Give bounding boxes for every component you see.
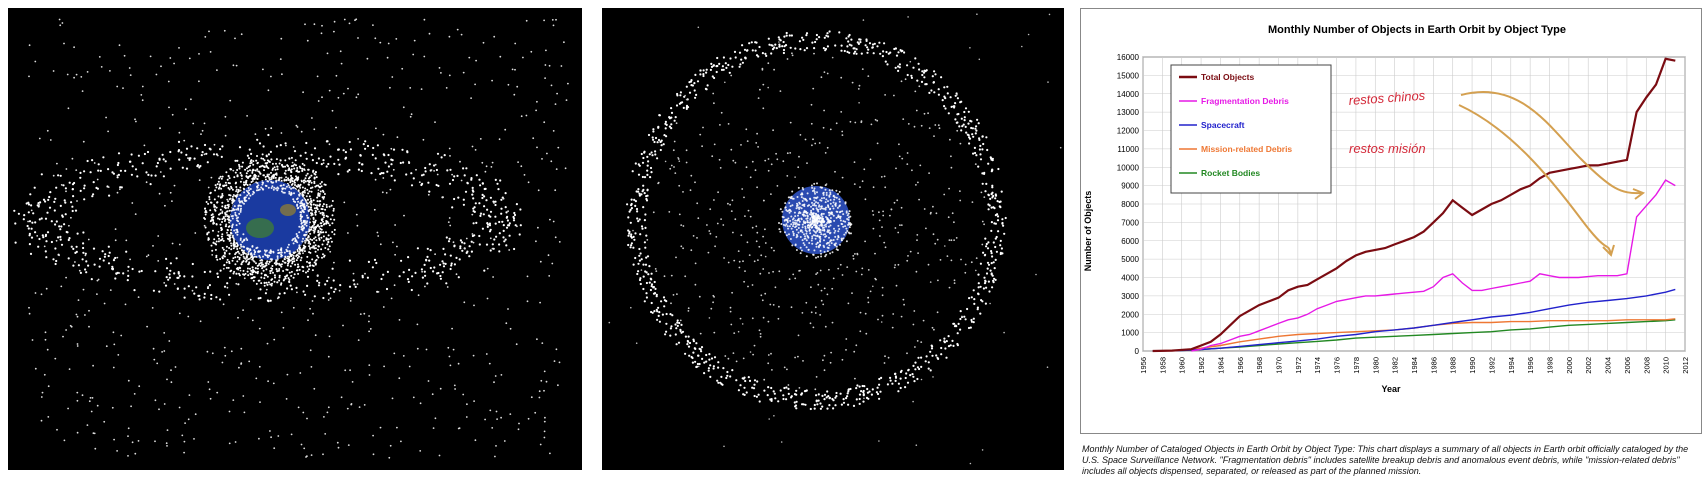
chart-legend: Total Objects Fragmentation Debris Spacecr…: [1170, 64, 1332, 194]
x-tick-label: 1964: [1216, 357, 1225, 374]
annotation-fragmentation: restos chinos: [1348, 88, 1426, 108]
x-tick-label: 1966: [1236, 357, 1245, 374]
chart-series: [1152, 57, 1676, 353]
x-axis-label: Year: [1381, 384, 1401, 394]
x-tick-label: 1988: [1449, 357, 1458, 374]
x-tick-label: 1968: [1255, 357, 1264, 374]
x-tick-label: 1978: [1352, 357, 1361, 374]
y-tick-label: 1000: [1121, 329, 1139, 338]
y-tick-label: 12000: [1117, 127, 1140, 136]
x-tick-label: 1962: [1197, 357, 1206, 374]
x-tick-label: 1958: [1158, 357, 1167, 374]
series-line: [1191, 179, 1676, 352]
y-tick-label: 13000: [1117, 108, 1140, 117]
y-tick-label: 14000: [1117, 90, 1140, 99]
y-tick-label: 10000: [1117, 163, 1140, 172]
series-line: [1152, 319, 1676, 352]
x-tick-label: 1984: [1410, 357, 1419, 374]
earth-globe: [230, 180, 310, 260]
x-tick-label: 1976: [1333, 357, 1342, 374]
y-tick-label: 6000: [1121, 237, 1139, 246]
x-tick-label: 1996: [1526, 357, 1535, 374]
y-tick-label: 7000: [1121, 218, 1139, 227]
handwritten-annotations: restos chinos restos misión: [1348, 88, 1646, 257]
y-tick-label: 9000: [1121, 182, 1139, 191]
legend-label: Total Objects: [1201, 72, 1254, 82]
legend-box: [1170, 64, 1332, 194]
x-tick-label: 1974: [1313, 357, 1322, 374]
x-tick-label: 2012: [1681, 357, 1690, 374]
legend-label: Fragmentation Debris: [1201, 96, 1289, 106]
x-tick-label: 1990: [1468, 357, 1477, 374]
debris-orbit-image-polar: [602, 8, 1064, 470]
y-tick-label: 5000: [1121, 255, 1139, 264]
debris-dots: [13, 18, 569, 459]
chart-title: Monthly Number of Objects in Earth Orbit…: [1268, 24, 1566, 36]
legend-label: Rocket Bodies: [1201, 168, 1260, 178]
axis-ticks: 0 1000 2000 3000 4000 5000 6000 7000 8000 9000 100…: [1117, 53, 1690, 374]
debris-oblique-view: [13, 18, 569, 459]
debris-dots: [608, 13, 1062, 465]
y-axis-label: Number of Objects: [1083, 191, 1093, 272]
chart-caption: Monthly Number of Cataloged Objects in E…: [1082, 444, 1702, 477]
x-tick-label: 1960: [1178, 357, 1187, 374]
legend-label: Mission-related Debris: [1201, 144, 1292, 154]
x-tick-label: 1972: [1294, 357, 1303, 374]
y-tick-label: 2000: [1121, 310, 1139, 319]
x-tick-label: 1998: [1546, 357, 1555, 374]
y-tick-label: 16000: [1117, 53, 1140, 62]
x-tick-label: 1992: [1487, 357, 1496, 374]
y-tick-label: 15000: [1117, 71, 1140, 80]
x-tick-label: 2000: [1565, 357, 1574, 374]
series-line: [1152, 288, 1676, 352]
y-tick-label: 3000: [1121, 292, 1139, 301]
annotation-mission: restos misión: [1349, 141, 1426, 156]
legend-label: Spacecraft: [1201, 120, 1245, 130]
x-tick-label: 1986: [1429, 357, 1438, 374]
x-tick-label: 2006: [1623, 357, 1632, 374]
line-chart: Monthly Number of Objects in Earth Orbit…: [1083, 24, 1690, 394]
x-tick-label: 1970: [1275, 357, 1284, 374]
y-tick-label: 8000: [1121, 200, 1139, 209]
x-tick-label: 1980: [1371, 357, 1380, 374]
x-tick-label: 1994: [1507, 357, 1516, 374]
y-tick-label: 11000: [1117, 145, 1139, 154]
debris-polar-view: [608, 13, 1062, 465]
x-tick-label: 2002: [1584, 357, 1593, 374]
debris-orbit-image-oblique: [8, 8, 582, 470]
caption-lead: Monthly Number of Cataloged Objects in E…: [1082, 444, 1355, 454]
x-tick-label: 2004: [1604, 357, 1613, 374]
x-tick-label: 2008: [1642, 357, 1651, 374]
annotation-arrow: [1460, 90, 1642, 195]
chart-panel: Monthly Number of Objects in Earth Orbit…: [1080, 8, 1702, 434]
y-tick-label: 4000: [1121, 274, 1139, 283]
x-tick-label: 1956: [1139, 357, 1148, 374]
x-tick-label: 1982: [1391, 357, 1400, 374]
x-tick-label: 2010: [1662, 357, 1671, 374]
y-tick-label: 0: [1135, 347, 1140, 356]
caption-body: This chart displays a summary of all obj…: [1082, 444, 1689, 476]
series-line: [1152, 57, 1676, 353]
annotation-arrow: [1458, 104, 1612, 255]
